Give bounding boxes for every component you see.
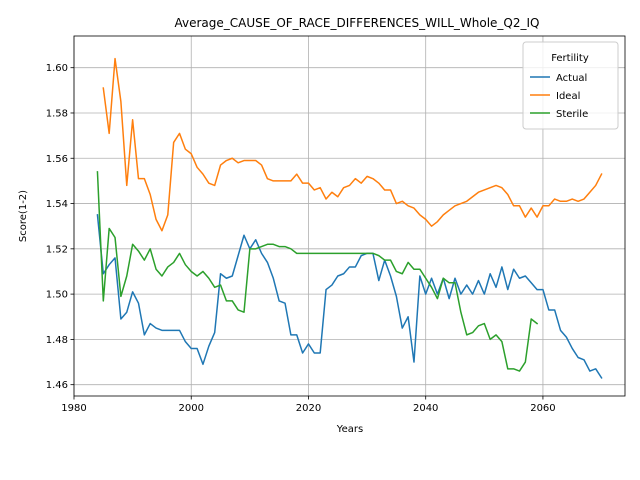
series-line-ideal (102, 57, 603, 232)
legend-entries: Actual Ideal Sterile (530, 73, 588, 120)
y-axis-label: Score(1-2) (18, 190, 29, 242)
y-tick-label: 1.50 (46, 290, 68, 301)
y-tick-label: 1.48 (46, 335, 68, 346)
legend-title: Fertility (551, 53, 589, 64)
y-tick-label: 1.54 (46, 199, 68, 210)
series-lines (96, 57, 603, 379)
y-tick-label: 1.58 (46, 108, 68, 119)
legend-label-ideal: Ideal (556, 91, 580, 102)
grid-lines (73, 36, 625, 396)
plot-frame (73, 35, 626, 397)
legend-label-actual: Actual (556, 73, 587, 84)
series-line-sterile (96, 171, 539, 372)
y-tick-label: 1.56 (46, 154, 68, 165)
legend-box (522, 41, 619, 130)
series-line-actual (96, 214, 603, 379)
x-tick-label: 2000 (179, 403, 204, 414)
x-tick-label: 1980 (61, 403, 86, 414)
x-tick-label: 2040 (413, 403, 438, 414)
y-axis: 1.46 1.48 1.50 1.52 1.54 1.56 1.58 1.60 (46, 63, 74, 391)
y-tick-label: 1.46 (46, 380, 68, 391)
x-tick-label: 2060 (530, 403, 555, 414)
legend: Fertility Actual Ideal Sterile (522, 41, 619, 130)
legend-label-sterile: Sterile (556, 109, 588, 120)
y-tick-label: 1.52 (46, 244, 68, 255)
x-axis: 1980 2000 2020 2040 2060 (61, 396, 556, 414)
x-tick-label: 2020 (296, 403, 321, 414)
chart-title: Average_CAUSE_OF_RACE_DIFFERENCES_WILL_W… (174, 16, 539, 30)
x-axis-label: Years (336, 424, 363, 435)
y-tick-label: 1.60 (46, 63, 68, 74)
